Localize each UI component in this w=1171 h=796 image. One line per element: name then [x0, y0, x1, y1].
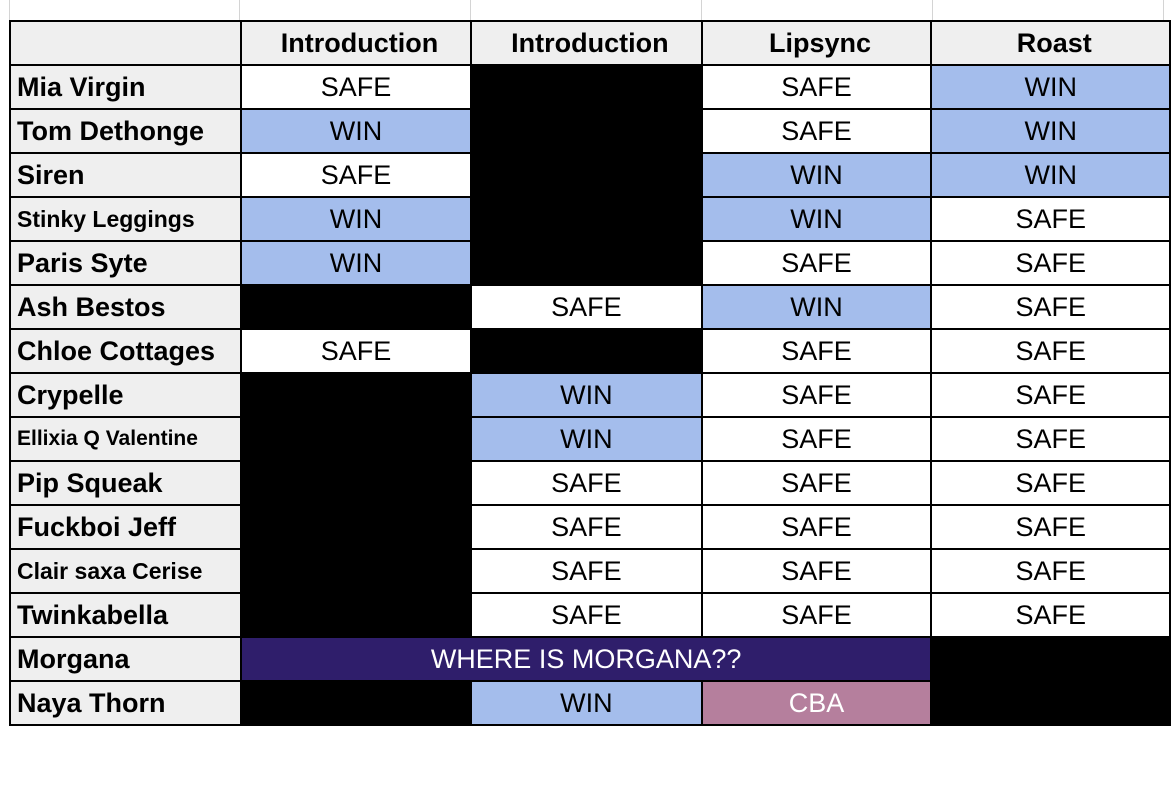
result-cell[interactable]: WIN [700, 152, 933, 198]
table-row: Twinkabella SAFE SAFE SAFE [9, 592, 1171, 638]
result-cell[interactable]: SAFE [470, 548, 703, 594]
table-row: Pip Squeak SAFE SAFE SAFE [9, 460, 1171, 506]
table-row: Clair saxa Cerise SAFE SAFE SAFE [9, 548, 1171, 594]
result-cell[interactable]: SAFE [930, 372, 1171, 418]
table-row: Fuckboi Jeff SAFE SAFE SAFE [9, 504, 1171, 550]
result-cell[interactable] [470, 108, 703, 154]
result-cell[interactable]: WIN [239, 196, 473, 242]
result-cell[interactable]: WIN [470, 372, 703, 418]
table-row: Morgana WHERE IS MORGANA?? [9, 636, 1171, 726]
where-is-morgana-cell[interactable]: WHERE IS MORGANA?? [239, 636, 933, 682]
table-row: Siren SAFE WIN WIN [9, 152, 1171, 198]
contestant-name-cell[interactable]: Siren [9, 152, 242, 198]
result-cell[interactable]: WIN [930, 64, 1171, 110]
contestant-name-cell[interactable]: Twinkabella [9, 592, 242, 638]
header-introduction-2[interactable]: Introduction [470, 20, 703, 66]
header-lipsync[interactable]: Lipsync [700, 20, 933, 66]
result-cell[interactable] [470, 196, 703, 242]
results-table: Introduction Introduction Lipsync Roast … [9, 20, 1171, 726]
result-cell[interactable]: WIN [930, 152, 1171, 198]
header-introduction-1[interactable]: Introduction [239, 20, 473, 66]
result-cell[interactable] [930, 636, 1171, 726]
result-cell[interactable] [239, 504, 473, 550]
result-cell[interactable]: WIN [930, 108, 1171, 154]
result-cell[interactable]: SAFE [470, 592, 703, 638]
result-cell[interactable]: CBA [700, 680, 933, 726]
result-cell[interactable]: SAFE [930, 240, 1171, 286]
contestant-name-cell[interactable]: Clair saxa Cerise [9, 548, 242, 594]
table-row: Crypelle WIN SAFE SAFE [9, 372, 1171, 418]
result-cell[interactable] [239, 680, 473, 726]
contestant-name-cell[interactable]: Paris Syte [9, 240, 242, 286]
result-cell[interactable]: SAFE [700, 592, 933, 638]
contestant-name-cell[interactable]: Chloe Cottages [9, 328, 242, 374]
contestant-name-cell[interactable]: Fuckboi Jeff [9, 504, 242, 550]
table-row: Mia Virgin SAFE SAFE WIN [9, 64, 1171, 110]
result-cell[interactable]: SAFE [700, 504, 933, 550]
result-cell[interactable]: SAFE [470, 504, 703, 550]
result-cell[interactable]: SAFE [700, 548, 933, 594]
result-cell[interactable] [470, 240, 703, 286]
contestant-name-cell[interactable]: Crypelle [9, 372, 242, 418]
result-cell[interactable]: SAFE [239, 64, 473, 110]
result-cell[interactable]: SAFE [930, 548, 1171, 594]
result-cell[interactable]: SAFE [239, 328, 473, 374]
result-cell[interactable] [239, 592, 473, 638]
result-cell[interactable]: WIN [700, 284, 933, 330]
result-cell[interactable]: SAFE [930, 416, 1171, 462]
result-cell[interactable]: SAFE [700, 416, 933, 462]
result-cell[interactable]: SAFE [239, 152, 473, 198]
table-row: Ash Bestos SAFE WIN SAFE [9, 284, 1171, 330]
result-cell[interactable]: WIN [470, 680, 703, 726]
contestant-name-cell[interactable]: Ellixia Q Valentine [9, 416, 242, 462]
result-cell[interactable] [470, 328, 703, 374]
header-row: Introduction Introduction Lipsync Roast [9, 20, 1171, 66]
result-cell[interactable] [470, 152, 703, 198]
table-row: Tom Dethonge WIN SAFE WIN [9, 108, 1171, 154]
column-gridlines [0, 0, 1171, 20]
result-cell[interactable]: SAFE [930, 328, 1171, 374]
result-cell[interactable] [239, 284, 473, 330]
contestant-name-cell[interactable]: Tom Dethonge [9, 108, 242, 154]
table-row: Chloe Cottages SAFE SAFE SAFE [9, 328, 1171, 374]
contestant-name-cell[interactable]: Mia Virgin [9, 64, 242, 110]
result-cell[interactable] [470, 64, 703, 110]
result-cell[interactable]: SAFE [700, 240, 933, 286]
result-cell[interactable]: SAFE [700, 372, 933, 418]
table-row: Stinky Leggings WIN WIN SAFE [9, 196, 1171, 242]
result-cell[interactable]: SAFE [700, 460, 933, 506]
result-cell[interactable] [239, 372, 473, 418]
result-cell[interactable]: SAFE [930, 196, 1171, 242]
result-cell[interactable]: WIN [470, 416, 703, 462]
table-row: Paris Syte WIN SAFE SAFE [9, 240, 1171, 286]
table-row: Ellixia Q Valentine WIN SAFE SAFE [9, 416, 1171, 462]
contestant-name-cell[interactable]: Morgana [9, 636, 242, 682]
corner-cell[interactable] [9, 20, 242, 66]
result-cell[interactable]: SAFE [700, 328, 933, 374]
result-cell[interactable]: SAFE [930, 592, 1171, 638]
result-cell[interactable]: WIN [700, 196, 933, 242]
table-row: Naya Thorn WIN CBA [9, 680, 1170, 726]
header-roast[interactable]: Roast [930, 20, 1171, 66]
result-cell[interactable]: SAFE [700, 108, 933, 154]
result-cell[interactable]: SAFE [700, 64, 933, 110]
result-cell[interactable] [239, 416, 473, 462]
contestant-name-cell[interactable]: Stinky Leggings [9, 196, 242, 242]
result-cell[interactable]: SAFE [930, 504, 1171, 550]
result-cell[interactable]: WIN [239, 240, 473, 286]
result-cell[interactable] [239, 460, 473, 506]
result-cell[interactable]: SAFE [470, 460, 703, 506]
result-cell[interactable]: SAFE [470, 284, 703, 330]
result-cell[interactable] [239, 548, 473, 594]
result-cell[interactable]: WIN [239, 108, 473, 154]
contestant-name-cell[interactable]: Ash Bestos [9, 284, 242, 330]
result-cell[interactable]: SAFE [930, 284, 1171, 330]
contestant-name-cell[interactable]: Pip Squeak [9, 460, 242, 506]
contestant-name-cell[interactable]: Naya Thorn [9, 680, 242, 726]
result-cell[interactable]: SAFE [930, 460, 1171, 506]
